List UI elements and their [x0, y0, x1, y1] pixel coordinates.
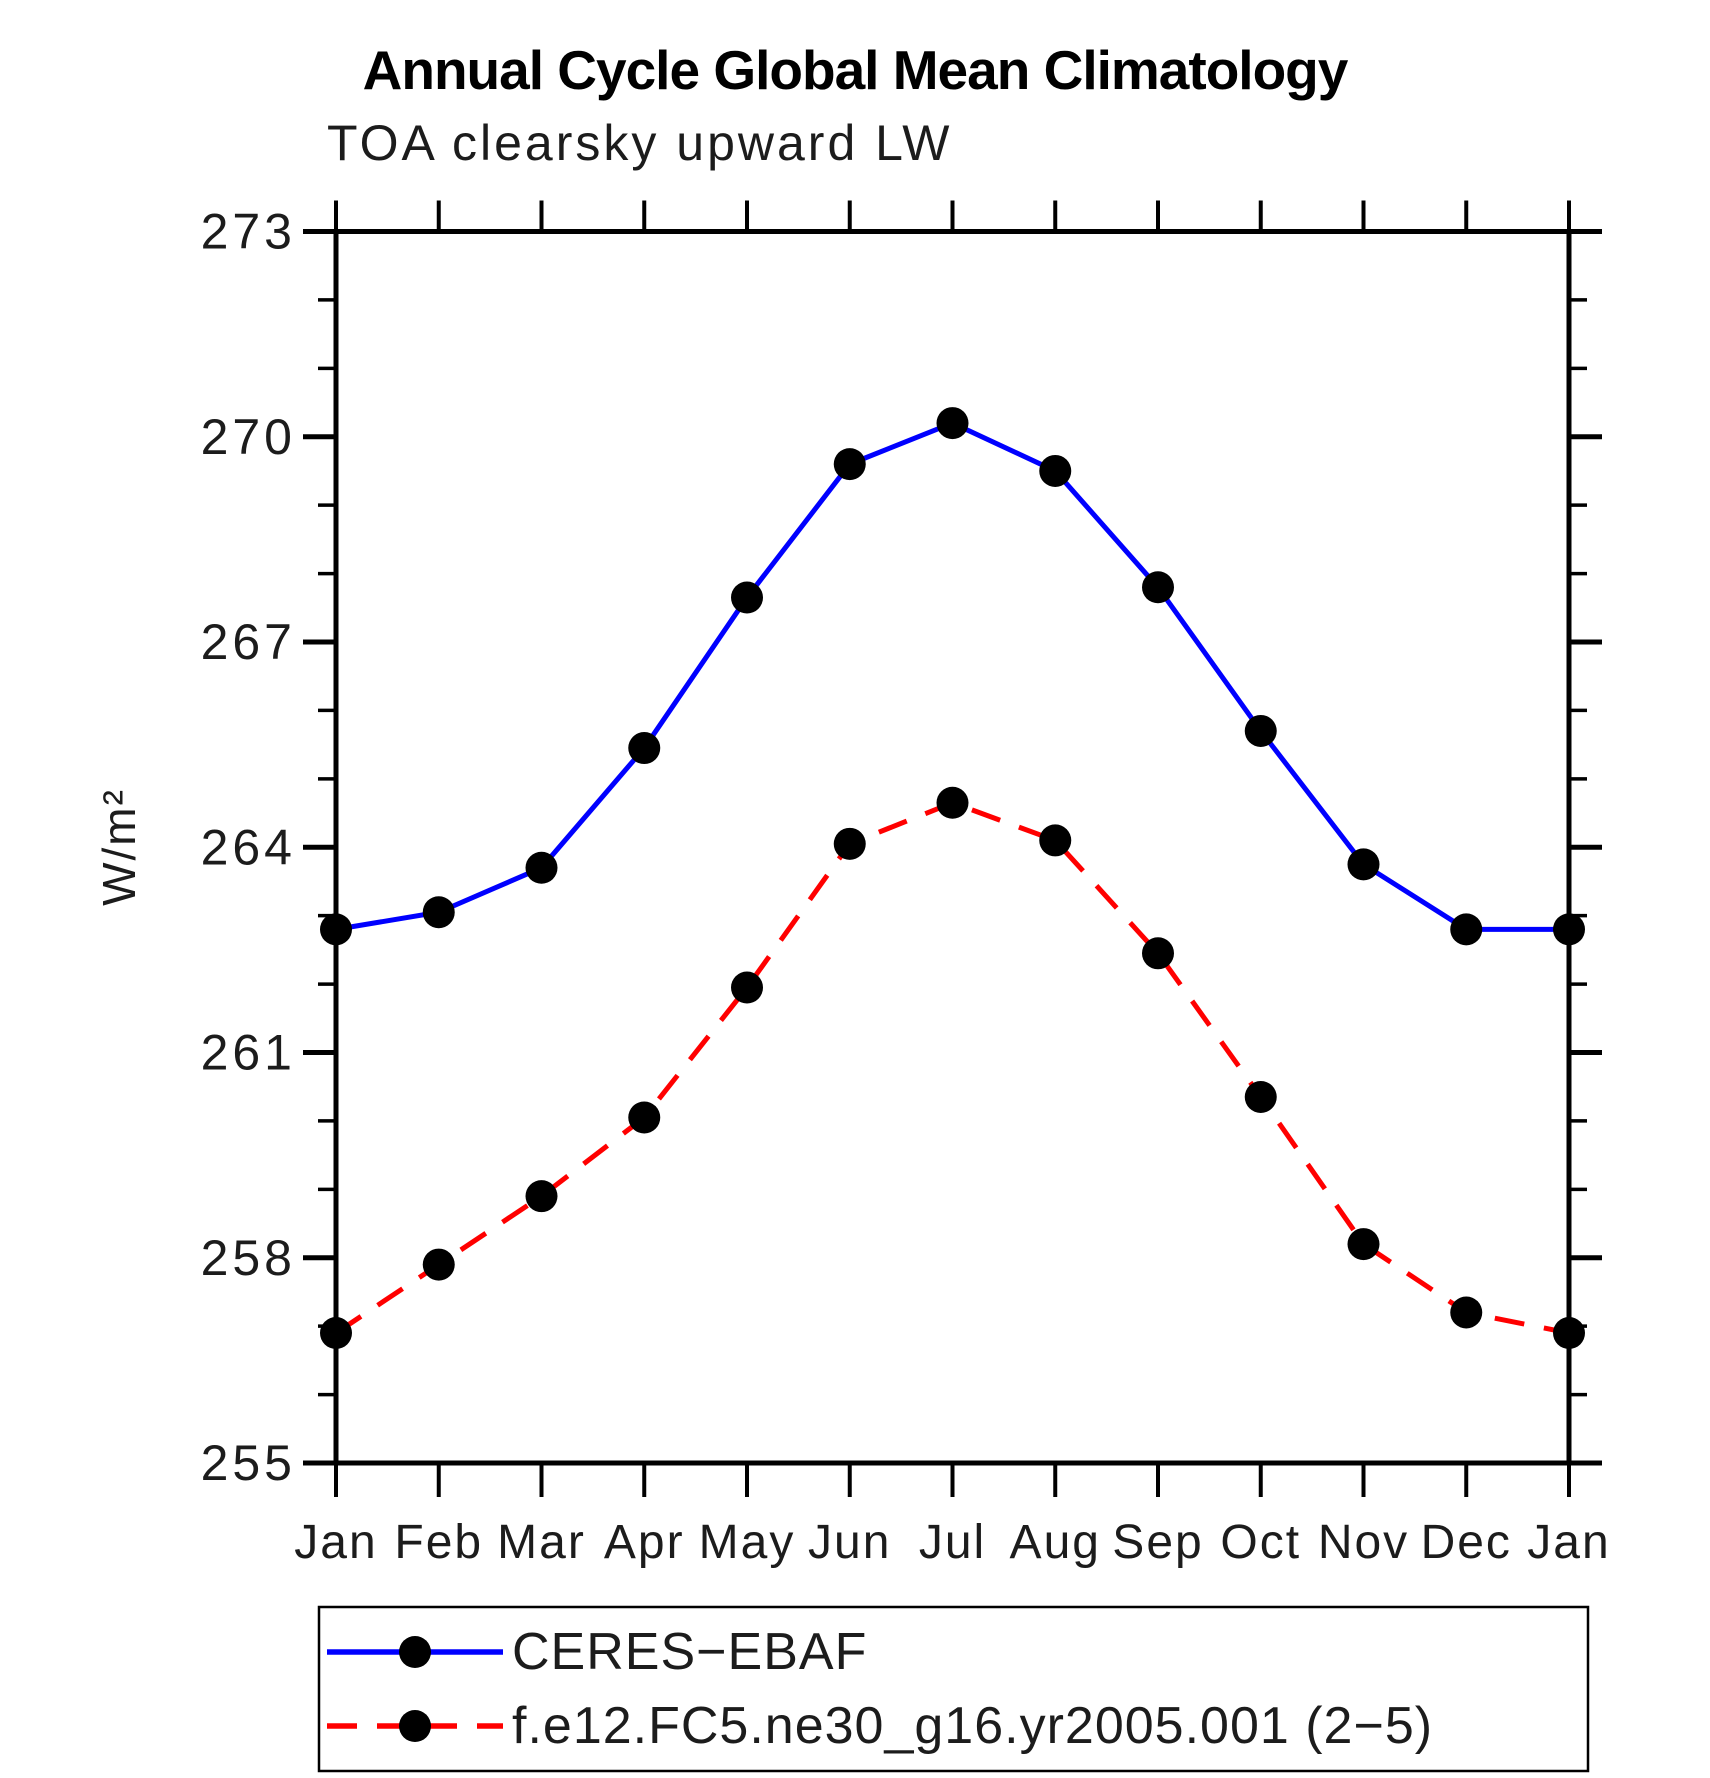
- x-tick-label: Sep: [1112, 1516, 1203, 1569]
- y-axis-title: W/m²: [93, 788, 145, 906]
- data-point: [936, 786, 969, 819]
- legend-marker: [399, 1710, 431, 1742]
- legend-box: [317, 1605, 1590, 1773]
- data-point: [936, 407, 969, 440]
- data-point: [525, 1180, 558, 1213]
- data-point: [833, 827, 866, 860]
- data-point: [833, 448, 866, 481]
- x-tick-label: Oct: [1220, 1516, 1301, 1569]
- x-tick-label: Nov: [1318, 1516, 1409, 1569]
- chart-title: Annual Cycle Global Mean Climatology: [362, 39, 1349, 101]
- data-point: [320, 1317, 352, 1350]
- x-tick-label: Dec: [1421, 1516, 1512, 1569]
- data-point: [1553, 1317, 1585, 1350]
- data-point: [422, 896, 455, 929]
- y-tick-label: 258: [201, 1230, 296, 1286]
- x-tick-label: Apr: [604, 1516, 685, 1569]
- x-tick-label: Jul: [919, 1516, 986, 1569]
- y-tick-label: 267: [201, 614, 296, 670]
- y-tick-label: 261: [201, 1025, 296, 1081]
- data-point: [731, 581, 763, 614]
- data-point: [731, 971, 763, 1004]
- chart-subtitle: TOA clearsky upward LW: [327, 115, 953, 171]
- y-tick-label: 255: [201, 1435, 296, 1491]
- y-tick-label: 264: [201, 819, 296, 875]
- data-point: [1244, 1080, 1277, 1113]
- x-tick-label: Jan: [1527, 1516, 1610, 1569]
- plot-frame: [333, 229, 1572, 1466]
- data-point: [1142, 937, 1174, 970]
- x-tick-label: Aug: [1010, 1516, 1101, 1569]
- x-tick-label: Jun: [808, 1516, 891, 1569]
- data-point: [1347, 848, 1380, 881]
- data-point: [1450, 913, 1483, 946]
- series-line-0: [335, 420, 1569, 932]
- data-point: [1244, 714, 1277, 747]
- x-tick-label: May: [699, 1516, 796, 1569]
- legend-label: CERES−EBAF: [512, 1623, 867, 1681]
- x-tick-label: Feb: [394, 1516, 483, 1569]
- legend-label: f.e12.FC5.ne30_g16.yr2005.001 (2−5): [512, 1697, 1433, 1755]
- data-point: [1142, 571, 1174, 604]
- data-point: [422, 1248, 455, 1281]
- data-point: [1553, 913, 1585, 946]
- x-tick-label: Mar: [497, 1516, 586, 1569]
- data-point: [320, 913, 352, 946]
- series-line-1: [334, 800, 1570, 1336]
- data-point: [1347, 1228, 1380, 1261]
- data-point: [1039, 454, 1072, 487]
- legend-marker: [399, 1636, 431, 1668]
- y-tick-label: 270: [201, 409, 296, 465]
- x-tick-label: Jan: [294, 1516, 377, 1569]
- data-point: [1450, 1296, 1483, 1329]
- data-point: [628, 1101, 661, 1134]
- data-point: [628, 732, 661, 765]
- y-tick-label: 273: [201, 204, 296, 260]
- data-point: [525, 851, 558, 884]
- data-point: [1039, 824, 1072, 857]
